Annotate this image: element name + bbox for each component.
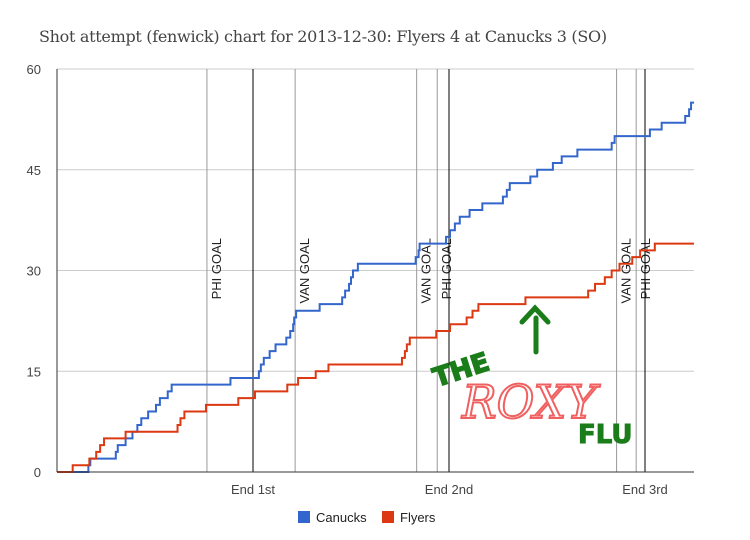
goal-marker-label: PHI GOAL — [638, 238, 653, 299]
y-tick-label: 15 — [27, 364, 41, 379]
goal-marker-label: PHI GOAL — [439, 238, 454, 299]
goal-marker-label: VAN GOAL — [619, 238, 634, 304]
arrow-up-icon — [519, 304, 551, 355]
goal-marker-label: PHI GOAL — [209, 238, 224, 299]
x-tick-label: End 1st — [231, 482, 275, 497]
y-tick-label: 60 — [27, 62, 41, 77]
x-tick-label: End 3rd — [622, 482, 668, 497]
legend-label: Flyers — [400, 510, 436, 525]
annotation-roxy: ROXY — [461, 375, 601, 429]
annotation-flu: FLU — [578, 420, 633, 450]
legend-label: Canucks — [316, 510, 367, 525]
x-tick-label: End 2nd — [425, 482, 473, 497]
goal-marker-label: VAN GOAL — [297, 238, 312, 304]
series-line-canucks — [57, 101, 694, 473]
y-tick-label: 30 — [27, 264, 41, 279]
y-tick-label: 0 — [34, 465, 41, 480]
y-tick-label: 45 — [27, 163, 41, 178]
legend-swatch-canucks — [298, 511, 310, 523]
chart-title: Shot attempt (fenwick) chart for 2013-12… — [39, 27, 607, 46]
series-line-flyers — [57, 242, 694, 473]
handwritten-annotation: THE ROXY FLU — [429, 304, 633, 451]
goal-marker-label: VAN GOAL — [419, 238, 434, 304]
legend-swatch-flyers — [382, 511, 394, 523]
